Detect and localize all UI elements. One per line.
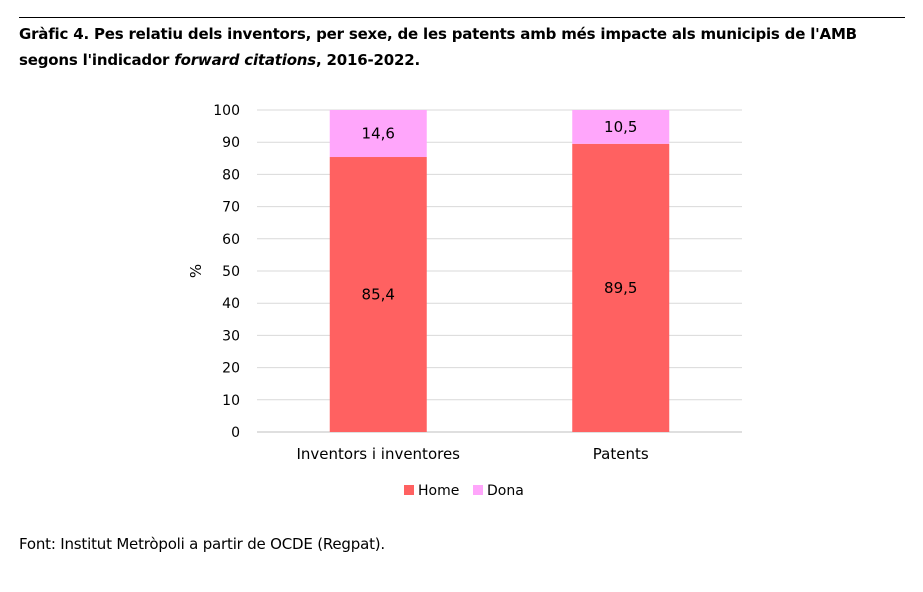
y-tick-label: 60	[222, 232, 240, 248]
legend-entry: Dona	[487, 483, 524, 499]
x-tick-label: Patents	[593, 445, 649, 463]
bar-dona	[572, 110, 670, 144]
y-tick-label: 10	[222, 393, 240, 409]
y-axis-label: %	[187, 264, 205, 278]
y-tick-label: 70	[222, 200, 240, 216]
legend-swatch	[473, 485, 483, 495]
chart-title: Gràfic 4. Pes relatiu dels inventors, pe…	[19, 21, 909, 73]
y-tick-label: 20	[222, 361, 240, 377]
data-label: 14,6	[362, 125, 395, 143]
title-text: Gràfic 4. Pes relatiu dels inventors, pe…	[19, 25, 857, 69]
y-tick-label: 100	[213, 103, 240, 119]
title-italic: forward citations	[174, 51, 317, 69]
data-label: 10,5	[604, 118, 637, 136]
y-tick-label: 50	[222, 264, 240, 280]
y-tick-label: 30	[222, 328, 240, 344]
y-tick-label: 0	[231, 425, 240, 441]
bar-home	[329, 157, 427, 432]
y-tick-label: 90	[222, 135, 240, 151]
data-label: 89,5	[604, 279, 637, 297]
bar-dona	[329, 110, 427, 158]
y-tick-label: 40	[222, 296, 240, 312]
bar-home	[572, 143, 670, 432]
legend-entry: Home	[418, 483, 459, 499]
title-rule	[19, 17, 905, 18]
legend-swatch	[404, 485, 414, 495]
y-tick-label: 80	[222, 167, 240, 183]
source-note: Font: Institut Metròpoli a partir de OCD…	[19, 535, 385, 553]
data-label: 85,4	[362, 286, 395, 304]
stacked-bar-chart: 0 10 20 30 40 50 60 70 80 90 100% 85,4 14,6 Inventors…	[187, 103, 742, 499]
title-text-end: , 2016-2022.	[316, 51, 420, 69]
x-tick-label: Inventors i inventores	[296, 445, 460, 463]
